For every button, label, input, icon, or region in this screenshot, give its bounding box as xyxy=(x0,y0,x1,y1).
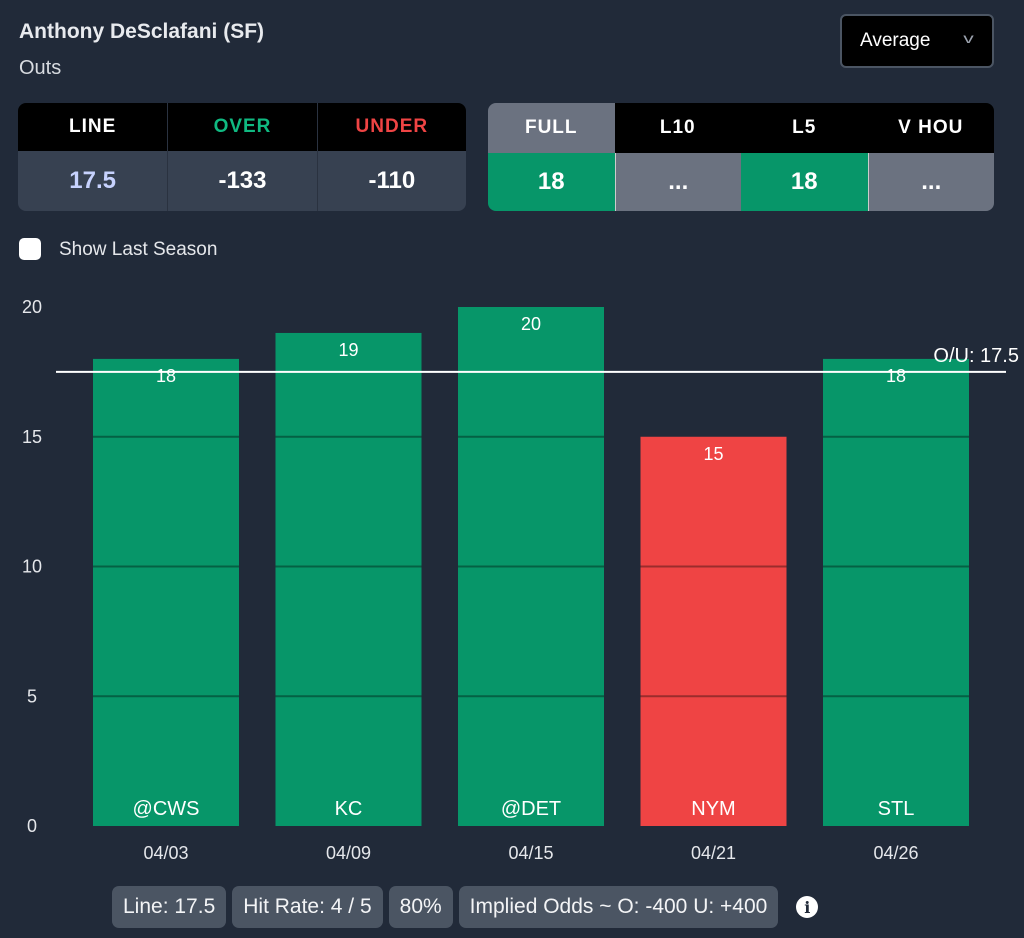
bar-value-label: 18 xyxy=(886,366,906,386)
full-value: 18 xyxy=(488,153,615,211)
under-value: -110 xyxy=(316,151,466,211)
over-value: -133 xyxy=(167,151,317,211)
implied-odds-pill: Implied Odds ~ O: -400 U: +400 xyxy=(458,886,779,928)
opponent-label: KC xyxy=(335,798,363,820)
x-tick-label: 04/09 xyxy=(326,843,371,863)
x-tick-label: 04/03 xyxy=(143,843,188,863)
l10-value: ... xyxy=(614,153,741,211)
show-last-season-checkbox[interactable] xyxy=(19,238,41,260)
x-tick-label: 04/26 xyxy=(873,843,918,863)
over-header: OVER xyxy=(167,103,317,151)
bar-value-label: 15 xyxy=(703,444,723,464)
bar-value-label: 20 xyxy=(521,314,541,334)
bar-chart: 0 5 10 15 20 18 @CWS 04/03 19 KC 04/09 20 @DET 04/15 1… xyxy=(22,297,1019,863)
bar xyxy=(275,332,422,826)
x-tick-label: 04/15 xyxy=(508,843,553,863)
opponent-label: @DET xyxy=(501,798,561,820)
hit-rate-pill: Hit Rate: 4 / 5 xyxy=(232,886,383,928)
tab-l5[interactable]: L5 xyxy=(741,103,868,153)
odds-table: LINE OVER UNDER 17.5 -133 -110 xyxy=(18,103,466,211)
x-tick-label: 04/21 xyxy=(691,843,736,863)
ou-line-label: O/U: 17.5 xyxy=(933,345,1019,367)
line-value: 17.5 xyxy=(18,151,168,211)
under-header: UNDER xyxy=(316,103,466,151)
show-last-season-label[interactable]: Show Last Season xyxy=(59,239,218,260)
opponent-label: @CWS xyxy=(133,798,200,820)
player-title: Anthony DeSclafani (SF) xyxy=(19,20,265,43)
y-tick-label: 0 xyxy=(27,816,37,836)
opponent-label: STL xyxy=(878,798,915,820)
y-tick-label: 15 xyxy=(22,427,42,447)
line-header: LINE xyxy=(18,103,168,151)
opponent-label: NYM xyxy=(691,798,735,820)
y-tick-label: 20 xyxy=(22,297,42,317)
dropdown-value: Average xyxy=(860,30,931,51)
bar-value-label: 19 xyxy=(338,340,358,360)
bar xyxy=(93,358,239,826)
tab-v-hou[interactable]: V HOU xyxy=(867,103,994,153)
splits-table: FULL L10 L5 V HOU 18 ... 18 ... xyxy=(488,103,994,211)
hit-pct-pill: 80% xyxy=(388,886,453,928)
v-hou-value: ... xyxy=(867,153,994,211)
l5-value: 18 xyxy=(741,153,868,211)
average-dropdown[interactable]: Average v xyxy=(840,14,994,68)
tab-l10[interactable]: L10 xyxy=(614,103,741,153)
tab-full[interactable]: FULL xyxy=(488,103,615,153)
bar xyxy=(458,307,604,826)
y-tick-label: 10 xyxy=(22,557,42,577)
bar xyxy=(823,358,969,826)
line-pill: Line: 17.5 xyxy=(112,886,227,928)
y-tick-label: 5 xyxy=(27,686,37,706)
summary-bar: Line: 17.5 Hit Rate: 4 / 5 80% Implied O… xyxy=(112,886,819,928)
chevron-down-icon: v xyxy=(963,30,974,46)
bar xyxy=(640,436,787,826)
stat-label: Outs xyxy=(19,57,62,79)
bar-value-label: 18 xyxy=(156,366,176,386)
info-icon[interactable]: i xyxy=(796,896,819,918)
